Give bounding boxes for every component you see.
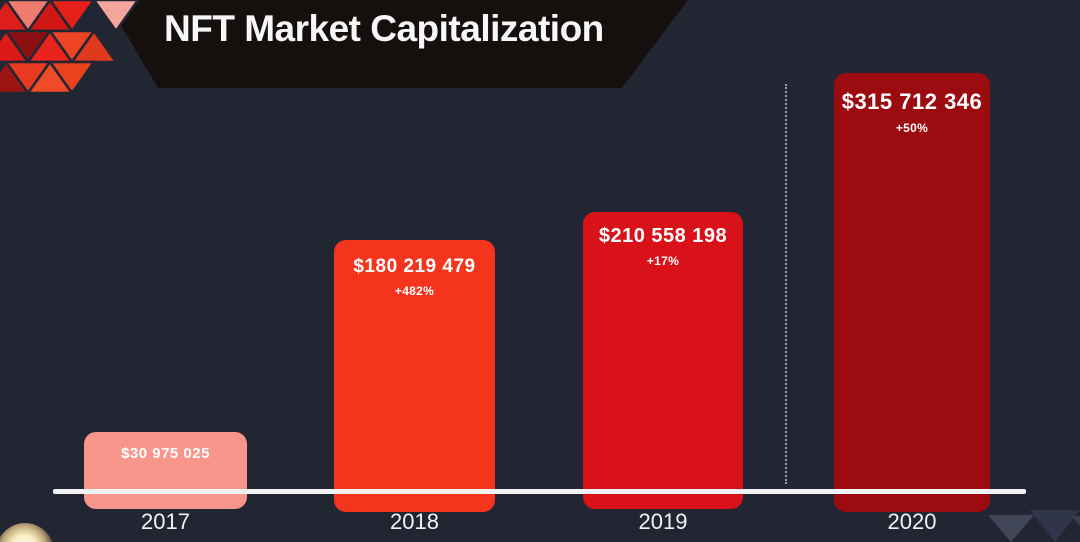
bar-2019: $210 558 198 +17%: [583, 212, 743, 509]
page-title: NFT Market Capitalization: [164, 8, 604, 49]
glow-orb-icon: [0, 523, 54, 542]
corner-triangles-icon: [988, 510, 1080, 542]
bar-value-label: $315 712 346: [841, 89, 983, 114]
bar-2017: $30 975 025: [84, 432, 247, 509]
bar-growth-label: +50%: [895, 121, 929, 135]
bar-growth-label: +482%: [394, 284, 435, 298]
bar-growth-label: +17%: [646, 254, 680, 268]
bar-2018: $180 219 479 +482%: [334, 240, 495, 512]
x-tick-2017: 2017: [141, 509, 190, 534]
title-banner: NFT Market Capitalization: [106, 0, 688, 88]
bar-value-label: $210 558 198: [598, 225, 728, 247]
bar-value-label: $180 219 479: [353, 256, 476, 277]
x-tick-2019: 2019: [638, 509, 688, 534]
bar-value-label: $30 975 025: [121, 445, 210, 462]
x-tick-2020: 2020: [887, 509, 937, 534]
dotted-separator-line: [785, 84, 787, 484]
x-axis-line: [53, 489, 1026, 494]
x-tick-2018: 2018: [390, 509, 439, 534]
triangle-logo-icon: [0, 0, 140, 95]
bar-2020: $315 712 346 +50%: [834, 73, 990, 512]
